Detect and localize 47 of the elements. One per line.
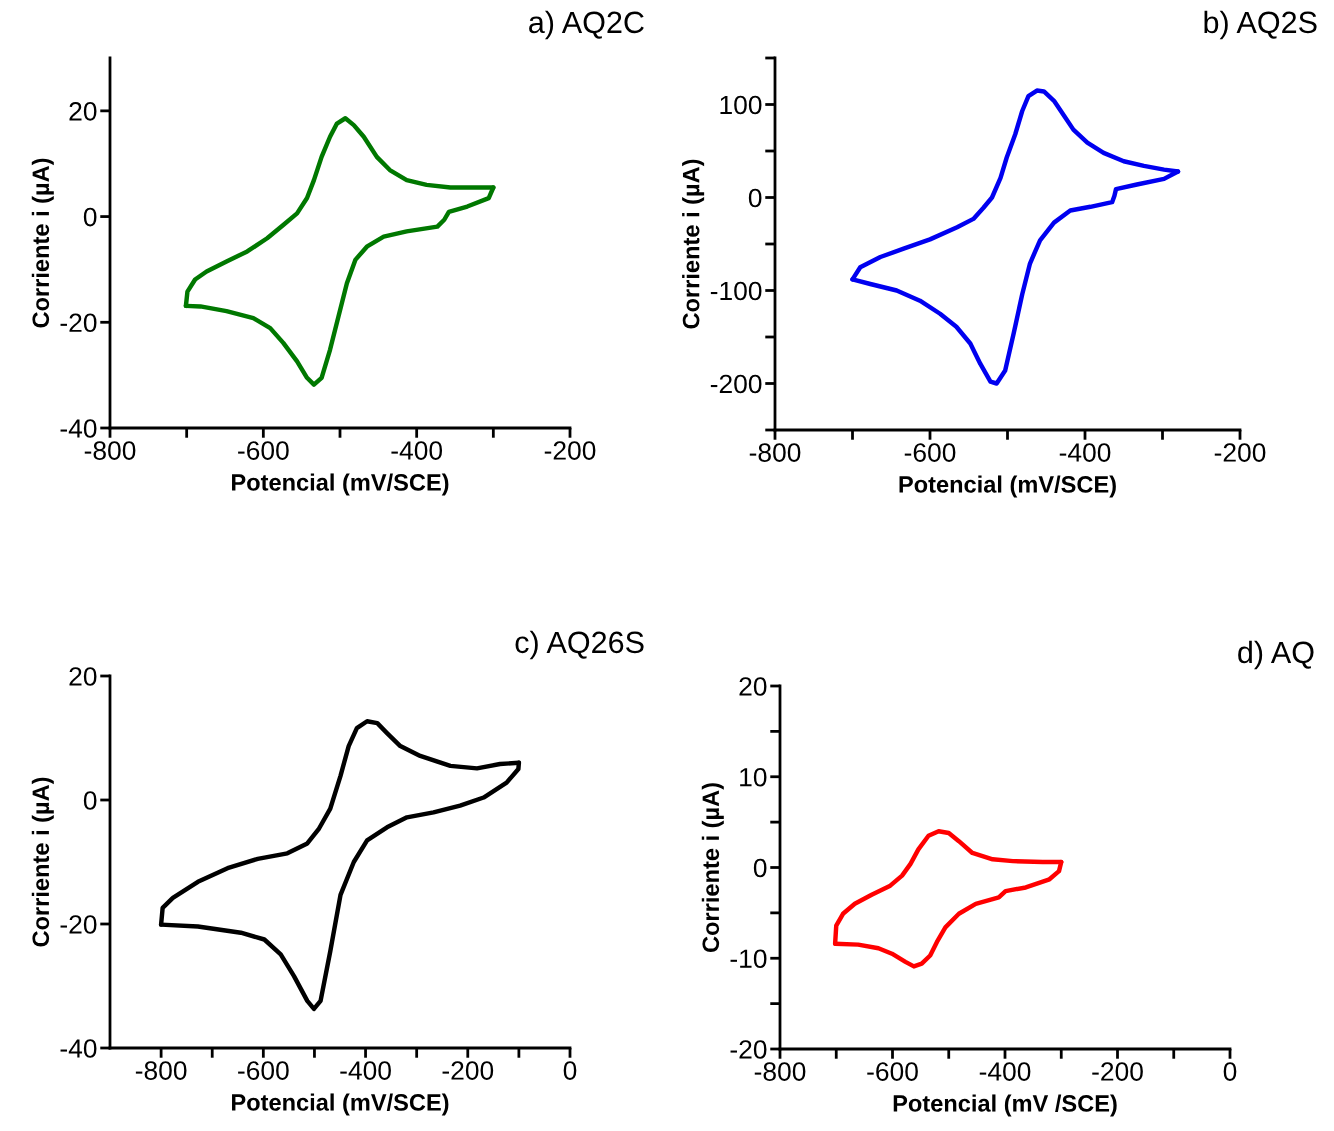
x-tick-label: -800 <box>754 1062 806 1081</box>
x-tick-label: -800 <box>749 443 801 462</box>
x-tick-label: -400 <box>391 441 443 460</box>
x-tick-label: -600 <box>238 1061 289 1080</box>
y-tick-label: 0 <box>748 188 762 208</box>
y-tick-label: 20 <box>69 667 97 686</box>
y-tick-label: 0 <box>83 791 97 810</box>
y-tick-label: -40 <box>60 1039 97 1058</box>
x-tick-label: -200 <box>1214 443 1266 462</box>
x-tick-label: -600 <box>238 441 289 460</box>
y-tick-label: -40 <box>60 419 97 438</box>
y-tick-label: 0 <box>83 207 97 227</box>
x-tick-label: -400 <box>979 1062 1031 1081</box>
y-tick-label: 20 <box>739 677 767 696</box>
x-tick-label: -800 <box>84 441 136 460</box>
x-tick-label: 0 <box>563 1061 577 1080</box>
y-tick-label: -10 <box>730 949 767 969</box>
y-axis-title: Corriente i (µA) <box>682 159 705 329</box>
x-tick-label: -600 <box>904 443 956 462</box>
y-tick-label: 100 <box>720 95 762 115</box>
x-tick-label: -200 <box>442 1061 494 1080</box>
x-tick-label: -800 <box>135 1061 187 1080</box>
x-tick-label: 0 <box>1223 1062 1237 1081</box>
x-tick-label: -200 <box>1092 1062 1143 1081</box>
y-tick-label: -20 <box>60 915 97 934</box>
x-axis-title: Potencial (mV /SCE) <box>893 1094 1117 1117</box>
x-tick-label: -400 <box>340 1061 391 1080</box>
chart-title: c) AQ26S <box>515 630 644 660</box>
y-tick-label: -100 <box>710 281 762 301</box>
x-tick-label: -600 <box>867 1062 918 1081</box>
x-axis-title: Potencial (mV/SCE) <box>232 473 449 496</box>
y-tick-label: 10 <box>740 767 767 787</box>
y-axis-title: Corriente i (µA) <box>31 158 54 328</box>
y-tick-label: -200 <box>710 374 762 394</box>
x-axis-title: Potencial (mV/SCE) <box>899 475 1116 498</box>
y-axis-title: Corriente i (µA) <box>701 783 724 953</box>
x-tick-label: -200 <box>544 441 596 460</box>
y-axis-title: Corriente i (µA) <box>31 777 54 947</box>
y-tick-label: 20 <box>69 101 97 121</box>
y-tick-label: -20 <box>60 313 97 333</box>
y-tick-label: -20 <box>730 1040 767 1059</box>
y-tick-label: 0 <box>753 858 767 878</box>
x-tick-label: -400 <box>1059 443 1111 462</box>
chart-title: b) AQ2S <box>1204 10 1317 40</box>
chart-title: d) AQ <box>1238 640 1314 670</box>
x-axis-title: Potencial (mV/SCE) <box>232 1093 449 1116</box>
chart-title: a) AQ2C <box>529 10 644 40</box>
